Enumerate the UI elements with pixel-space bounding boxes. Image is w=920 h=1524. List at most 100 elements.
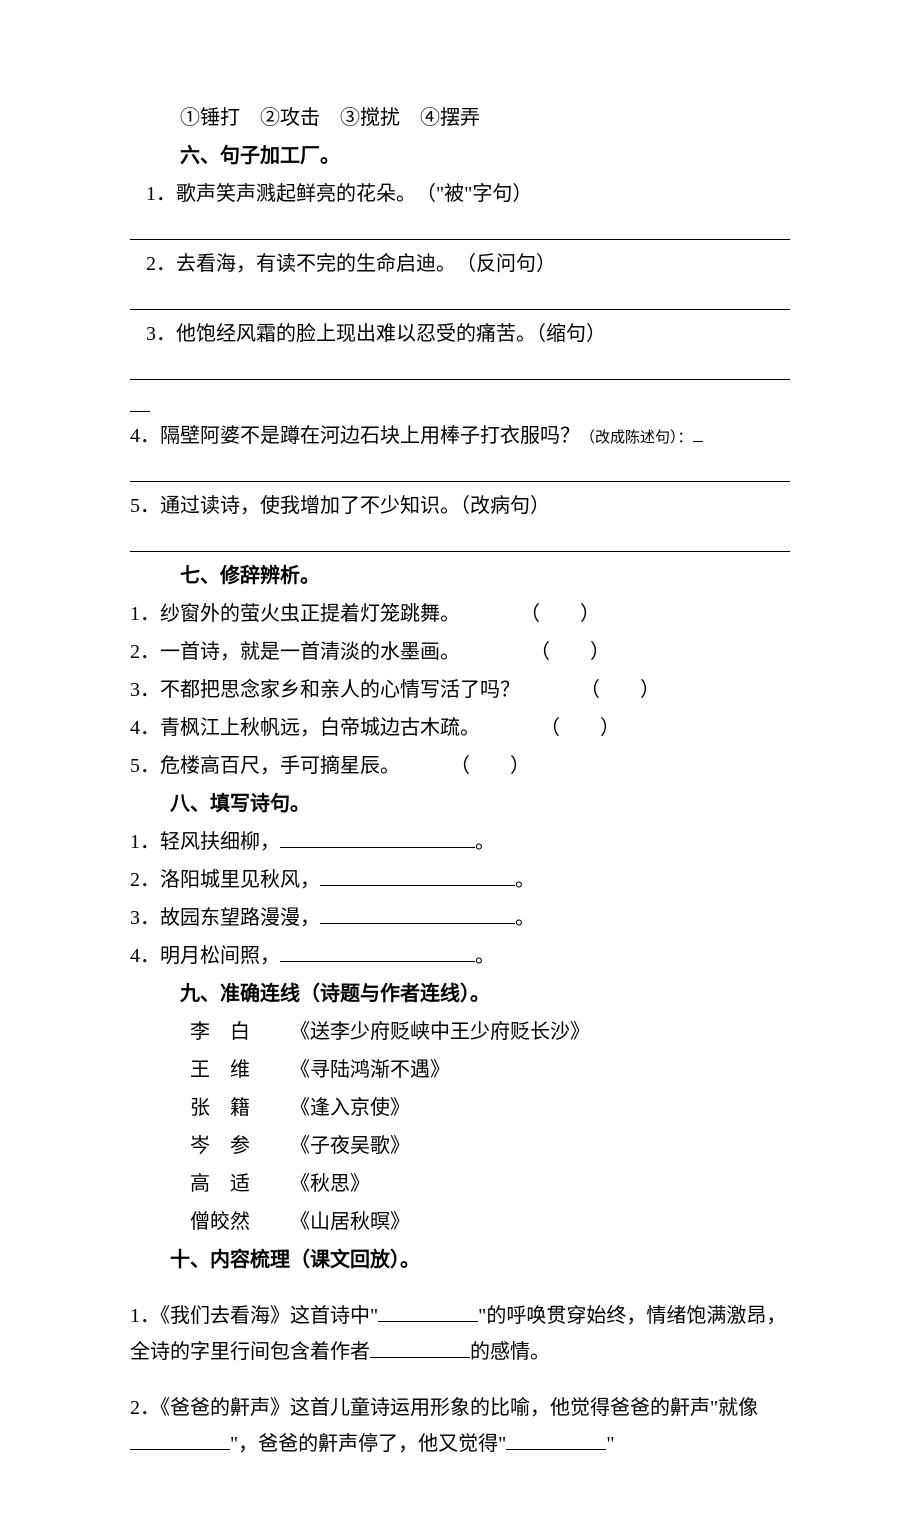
section-7-title: 七、修辞辨析。 (130, 558, 790, 594)
q8-3-blank[interactable] (320, 904, 515, 924)
q8-3-num: 3． (130, 907, 160, 929)
q8-3-suffix: 。 (515, 907, 535, 929)
q7-4: 4．青枫江上秋帆远，白帝城边古木疏。 （ ） (130, 710, 790, 746)
q7-5-paren[interactable]: （ ） (460, 755, 530, 777)
q8-4-blank[interactable] (280, 942, 475, 962)
q7-5-num: 5． (130, 755, 160, 777)
q6-3-num: 3． (146, 323, 176, 345)
poem-6: 《山居秋暝》 (290, 1204, 790, 1240)
q6-4-blank[interactable] (130, 456, 790, 482)
q6-5-text: 通过读诗，使我增加了不少知识。（改病句） (160, 495, 550, 517)
q6-1-num: 1． (146, 183, 176, 205)
q10-1-pre: 《我们去看海》这首诗中" (160, 1305, 378, 1327)
q7-1-text: 纱窗外的萤火虫正提着灯笼跳舞。 (160, 603, 460, 625)
q8-3-text: 故园东望路漫漫， (160, 907, 320, 929)
match-row-3[interactable]: 张 籍《逢入京使》 (130, 1090, 790, 1126)
q6-1-text: 歌声笑声溅起鲜亮的花朵。 （"被"字句） (176, 183, 532, 205)
q7-4-text: 青枫江上秋帆远，白帝城边古木疏。 (160, 717, 480, 739)
q10-1-blank2[interactable] (370, 1338, 470, 1358)
match-row-5[interactable]: 高 适《秋思》 (130, 1166, 790, 1202)
q8-1-suffix: 。 (475, 831, 495, 853)
q6-4-blank-inline[interactable] (693, 422, 703, 442)
q10-2-blank2[interactable] (506, 1430, 606, 1450)
q10-2-suffix: " (606, 1433, 614, 1455)
q8-1-blank[interactable] (280, 828, 475, 848)
q6-2: 2．去看海，有读不完的生命启迪。 （反问句） (130, 246, 790, 282)
q8-2: 2．洛阳城里见秋风， 。 (130, 862, 790, 898)
match-row-1[interactable]: 李 白《送李少府贬峡中王少府贬长沙》 (130, 1014, 790, 1050)
q10-2-blank1[interactable] (130, 1430, 230, 1450)
q5-options: ①锤打 ②攻击 ③搅扰 ④摆弄 (130, 100, 790, 136)
q8-2-blank[interactable] (320, 866, 515, 886)
q6-4: 4．隔壁阿婆不是蹲在河边石块上用棒子打衣服吗？（改成陈述句）： (130, 418, 790, 454)
poem-3: 《逢入京使》 (290, 1090, 790, 1126)
q6-4-text: 隔壁阿婆不是蹲在河边石块上用棒子打衣服吗？ (160, 425, 580, 447)
q6-5-num: 5． (130, 495, 160, 517)
match-row-4[interactable]: 岑 参《子夜吴歌》 (130, 1128, 790, 1164)
q7-2: 2．一首诗，就是一首清淡的水墨画。 （ ） (130, 634, 790, 670)
q8-1: 1．轻风扶细柳， 。 (130, 824, 790, 860)
author-1: 李 白 (130, 1014, 290, 1050)
q6-4-note: （改成陈述句）： (580, 430, 693, 446)
q6-1-blank[interactable] (130, 214, 790, 240)
q6-2-text: 去看海，有读不完的生命启迪。 （反问句） (176, 253, 556, 275)
author-6: 僧皎然 (130, 1204, 290, 1240)
author-5: 高 适 (130, 1166, 290, 1202)
q10-1-num: 1． (130, 1305, 160, 1327)
q7-4-paren[interactable]: （ ） (550, 717, 620, 739)
poem-1: 《送李少府贬峡中王少府贬长沙》 (290, 1014, 790, 1050)
section-10-title: 十、内容梳理（课文回放）。 (130, 1242, 790, 1278)
match-row-2[interactable]: 王 维《寻陆鸿渐不遇》 (130, 1052, 790, 1088)
q7-3-paren[interactable]: （ ） (580, 679, 660, 701)
author-3: 张 籍 (130, 1090, 290, 1126)
section-8-title: 八、填写诗句。 (130, 786, 790, 822)
q6-3-text: 他饱经风霜的脸上现出难以忍受的痛苦。（缩句） (176, 323, 606, 345)
q7-5: 5．危楼高百尺，手可摘星辰。 （ ） (130, 748, 790, 784)
q7-5-text: 危楼高百尺，手可摘星辰。 (160, 755, 400, 777)
q6-5: 5．通过读诗，使我增加了不少知识。（改病句） (130, 488, 790, 524)
q7-2-text: 一首诗，就是一首清淡的水墨画。 (160, 641, 460, 663)
q10-1: 1．《我们去看海》这首诗中""的呼唤贯穿始终，情绪饱满激昂，全诗的字里行间包含着… (130, 1298, 790, 1370)
q6-5-blank[interactable] (130, 526, 790, 552)
q7-1-num: 1． (130, 603, 160, 625)
q7-1-paren[interactable]: （ ） (530, 603, 600, 625)
q6-3-blank1[interactable] (130, 354, 790, 380)
q10-1-suffix: 的感情。 (470, 1341, 550, 1363)
author-2: 王 维 (130, 1052, 290, 1088)
q8-2-suffix: 。 (515, 869, 535, 891)
q6-3: 3．他饱经风霜的脸上现出难以忍受的痛苦。（缩句） (130, 316, 790, 352)
q7-3: 3．不都把思念家乡和亲人的心情写活了吗？ （ ） (130, 672, 790, 708)
poem-2: 《寻陆鸿渐不遇》 (290, 1052, 790, 1088)
q7-1: 1．纱窗外的萤火虫正提着灯笼跳舞。 （ ） (130, 596, 790, 632)
q8-1-num: 1． (130, 831, 160, 853)
q7-3-text: 不都把思念家乡和亲人的心情写活了吗？ (160, 679, 520, 701)
q10-2: 2．《爸爸的鼾声》这首儿童诗运用形象的比喻，他觉得爸爸的鼾声"就像 "，爸爸的鼾声… (130, 1390, 790, 1462)
q6-3-blank2[interactable] (130, 386, 150, 412)
q8-4-suffix: 。 (475, 945, 495, 967)
poem-4: 《子夜吴歌》 (290, 1128, 790, 1164)
q6-2-num: 2． (146, 253, 176, 275)
match-row-6[interactable]: 僧皎然《山居秋暝》 (130, 1204, 790, 1240)
q7-3-num: 3． (130, 679, 160, 701)
author-4: 岑 参 (130, 1128, 290, 1164)
poem-5: 《秋思》 (290, 1166, 790, 1202)
q10-1-blank1[interactable] (378, 1302, 478, 1322)
q7-2-num: 2． (130, 641, 160, 663)
q6-4-num: 4． (130, 425, 160, 447)
q10-2-pre: 《爸爸的鼾声》这首儿童诗运用形象的比喻，他觉得爸爸的鼾声"就像 (160, 1397, 758, 1419)
q6-2-blank[interactable] (130, 284, 790, 310)
q8-3: 3．故园东望路漫漫， 。 (130, 900, 790, 936)
q8-2-text: 洛阳城里见秋风， (160, 869, 320, 891)
section-6-title: 六、句子加工厂。 (130, 138, 790, 174)
q6-1: 1．歌声笑声溅起鲜亮的花朵。 （"被"字句） (130, 176, 790, 212)
q8-1-text: 轻风扶细柳， (160, 831, 280, 853)
q8-4-num: 4． (130, 945, 160, 967)
q8-2-num: 2． (130, 869, 160, 891)
section-9-title: 九、准确连线（诗题与作者连线）。 (130, 976, 790, 1012)
q10-2-mid: "，爸爸的鼾声停了，他又觉得" (230, 1433, 506, 1455)
q7-2-paren[interactable]: （ ） (540, 641, 610, 663)
q8-4: 4．明月松间照， 。 (130, 938, 790, 974)
q7-4-num: 4． (130, 717, 160, 739)
q8-4-text: 明月松间照， (160, 945, 280, 967)
q10-2-num: 2． (130, 1397, 160, 1419)
